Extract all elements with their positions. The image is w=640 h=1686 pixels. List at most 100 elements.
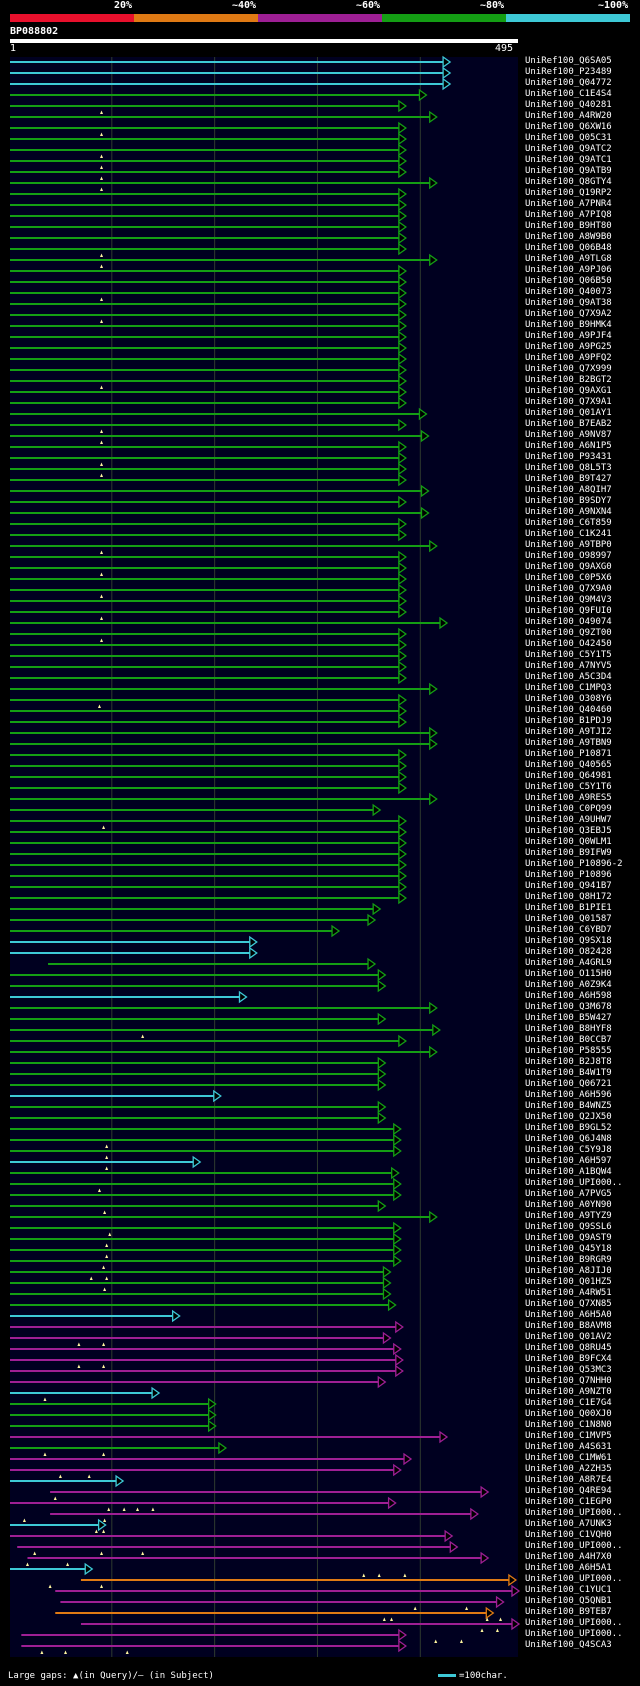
hit-label[interactable]: UniRef100_A6H5A0 <box>525 1310 612 1320</box>
hit-label[interactable]: UniRef100_A7PIQ8 <box>525 210 612 220</box>
hit-label[interactable]: UniRef100_B2BGT2 <box>525 375 612 385</box>
hit-label[interactable]: UniRef100_B9GL52 <box>525 1123 612 1133</box>
hit-label[interactable]: UniRef100_A2ZH35 <box>525 1464 612 1474</box>
hit-label[interactable]: UniRef100_Q7XN85 <box>525 1299 612 1309</box>
hit-label[interactable]: UniRef100_Q9ATC1 <box>525 155 612 165</box>
hit-label[interactable]: UniRef100_A9PFQ2 <box>525 353 612 363</box>
hit-label[interactable]: UniRef100_Q8L5T3 <box>525 463 612 473</box>
hit-label[interactable]: UniRef100_Q45Y18 <box>525 1244 612 1254</box>
hit-label[interactable]: UniRef100_A6N1P5 <box>525 441 612 451</box>
hit-label[interactable]: UniRef100_C6T859 <box>525 518 612 528</box>
hit-label[interactable]: UniRef100_A9TYZ9 <box>525 1211 612 1221</box>
hit-label[interactable]: UniRef100_Q7X9A0 <box>525 584 612 594</box>
hit-label[interactable]: UniRef100_O98997 <box>525 551 612 561</box>
hit-label[interactable]: UniRef100_Q8H172 <box>525 892 612 902</box>
hit-label[interactable]: UniRef100_Q01HZ5 <box>525 1277 612 1287</box>
hit-label[interactable]: UniRef100_Q04772 <box>525 78 612 88</box>
hit-label[interactable]: UniRef100_Q4SCA3 <box>525 1640 612 1650</box>
hit-label[interactable]: UniRef100_A7UNK3 <box>525 1519 612 1529</box>
hit-label[interactable]: UniRef100_A6H597 <box>525 1156 612 1166</box>
hit-label[interactable]: UniRef100_C0PQ99 <box>525 804 612 814</box>
hit-label[interactable]: UniRef100_A9TLG8 <box>525 254 612 264</box>
hit-label[interactable]: UniRef100_C6YBD7 <box>525 925 612 935</box>
hit-label[interactable]: UniRef100_A9PG25 <box>525 342 612 352</box>
hit-label[interactable]: UniRef100_B9SDY7 <box>525 496 612 506</box>
hit-label[interactable]: UniRef100_A6H596 <box>525 1090 612 1100</box>
hit-label[interactable]: UniRef100_Q4RE94 <box>525 1486 612 1496</box>
hit-label[interactable]: UniRef100_Q9AST9 <box>525 1233 612 1243</box>
hit-label[interactable]: UniRef100_A9TBP0 <box>525 540 612 550</box>
hit-label[interactable]: UniRef100_A4RW20 <box>525 111 612 121</box>
hit-label[interactable]: UniRef100_UPI000.. <box>525 1574 623 1584</box>
hit-label[interactable]: UniRef100_B4W1T9 <box>525 1068 612 1078</box>
hit-label[interactable]: UniRef100_C0P5X6 <box>525 573 612 583</box>
hit-label[interactable]: UniRef100_Q40281 <box>525 100 612 110</box>
hit-label[interactable]: UniRef100_A4GRL9 <box>525 958 612 968</box>
hit-label[interactable]: UniRef100_Q9ATC2 <box>525 144 612 154</box>
hit-label[interactable]: UniRef100_Q2JX50 <box>525 1112 612 1122</box>
hit-label[interactable]: UniRef100_B9T427 <box>525 474 612 484</box>
hit-label[interactable]: UniRef100_A4RW51 <box>525 1288 612 1298</box>
hit-label[interactable]: UniRef100_C1MW61 <box>525 1453 612 1463</box>
hit-label[interactable]: UniRef100_Q64981 <box>525 771 612 781</box>
hit-label[interactable]: UniRef100_A5C3D4 <box>525 672 612 682</box>
hit-label[interactable]: UniRef100_Q01AV2 <box>525 1332 612 1342</box>
hit-label[interactable]: UniRef100_A4H7X0 <box>525 1552 612 1562</box>
hit-label[interactable]: UniRef100_B1PIE1 <box>525 903 612 913</box>
hit-label[interactable]: UniRef100_Q6XW16 <box>525 122 612 132</box>
hit-label[interactable]: UniRef100_Q8GTY4 <box>525 177 612 187</box>
hit-label[interactable]: UniRef100_Q5QNB1 <box>525 1596 612 1606</box>
hit-label[interactable]: UniRef100_Q9ZT00 <box>525 628 612 638</box>
hit-label[interactable]: UniRef100_A9PJF4 <box>525 331 612 341</box>
hit-label[interactable]: UniRef100_Q05C31 <box>525 133 612 143</box>
hit-label[interactable]: UniRef100_Q7X999 <box>525 364 612 374</box>
hit-label[interactable]: UniRef100_Q9ATB9 <box>525 166 612 176</box>
hit-label[interactable]: UniRef100_C5Y1T5 <box>525 650 612 660</box>
hit-label[interactable]: UniRef100_O82428 <box>525 947 612 957</box>
hit-label[interactable]: UniRef100_Q9SX18 <box>525 936 612 946</box>
hit-label[interactable]: UniRef100_Q7NHH0 <box>525 1376 612 1386</box>
hit-label[interactable]: UniRef100_B7EAB2 <box>525 419 612 429</box>
hit-label[interactable]: UniRef100_C1YUC1 <box>525 1585 612 1595</box>
hit-label[interactable]: UniRef100_B1PDJ9 <box>525 716 612 726</box>
hit-label[interactable]: UniRef100_C1E7G4 <box>525 1398 612 1408</box>
hit-label[interactable]: UniRef100_Q53MC3 <box>525 1365 612 1375</box>
hit-label[interactable]: UniRef100_B4WNZ5 <box>525 1101 612 1111</box>
hit-label[interactable]: UniRef100_P10896 <box>525 870 612 880</box>
hit-label[interactable]: UniRef100_B9HMK4 <box>525 320 612 330</box>
hit-label[interactable]: UniRef100_O42450 <box>525 639 612 649</box>
hit-label[interactable]: UniRef100_P10896-2 <box>525 859 623 869</box>
hit-label[interactable]: UniRef100_Q40460 <box>525 705 612 715</box>
hit-label[interactable]: UniRef100_Q941B7 <box>525 881 612 891</box>
hit-label[interactable]: UniRef100_Q6SA05 <box>525 56 612 66</box>
hit-label[interactable]: UniRef100_A6H5A1 <box>525 1563 612 1573</box>
hit-label[interactable]: UniRef100_A7PNR4 <box>525 199 612 209</box>
hit-label[interactable]: UniRef100_A9TJI2 <box>525 727 612 737</box>
hit-label[interactable]: UniRef100_O115H0 <box>525 969 612 979</box>
hit-label[interactable]: UniRef100_Q7X9A1 <box>525 397 612 407</box>
hit-label[interactable]: UniRef100_P93431 <box>525 452 612 462</box>
hit-label[interactable]: UniRef100_B2J8T8 <box>525 1057 612 1067</box>
hit-label[interactable]: UniRef100_Q3EBJ5 <box>525 826 612 836</box>
hit-label[interactable]: UniRef100_A1BQW4 <box>525 1167 612 1177</box>
hit-label[interactable]: UniRef100_Q9AXG1 <box>525 386 612 396</box>
hit-label[interactable]: UniRef100_Q3M678 <box>525 1002 612 1012</box>
hit-label[interactable]: UniRef100_UPI000.. <box>525 1618 623 1628</box>
hit-label[interactable]: UniRef100_B0CCB7 <box>525 1035 612 1045</box>
hit-label[interactable]: UniRef100_B9TEB7 <box>525 1607 612 1617</box>
hit-label[interactable]: UniRef100_C5Y9J8 <box>525 1145 612 1155</box>
hit-label[interactable]: UniRef100_P58555 <box>525 1046 612 1056</box>
hit-label[interactable]: UniRef100_B9HT80 <box>525 221 612 231</box>
hit-label[interactable]: UniRef100_Q9SSL6 <box>525 1222 612 1232</box>
hit-label[interactable]: UniRef100_Q01AY1 <box>525 408 612 418</box>
hit-label[interactable]: UniRef100_A9NXN4 <box>525 507 612 517</box>
hit-label[interactable]: UniRef100_P10871 <box>525 749 612 759</box>
hit-label[interactable]: UniRef100_Q06B50 <box>525 276 612 286</box>
hit-label[interactable]: UniRef100_B8AVM8 <box>525 1321 612 1331</box>
hit-label[interactable]: UniRef100_Q9M4V3 <box>525 595 612 605</box>
hit-label[interactable]: UniRef100_A9NZT0 <box>525 1387 612 1397</box>
hit-label[interactable]: UniRef100_A9RES5 <box>525 793 612 803</box>
hit-label[interactable]: UniRef100_Q06B48 <box>525 243 612 253</box>
hit-label[interactable]: UniRef100_Q9AT38 <box>525 298 612 308</box>
hit-label[interactable]: UniRef100_A7NYV5 <box>525 661 612 671</box>
